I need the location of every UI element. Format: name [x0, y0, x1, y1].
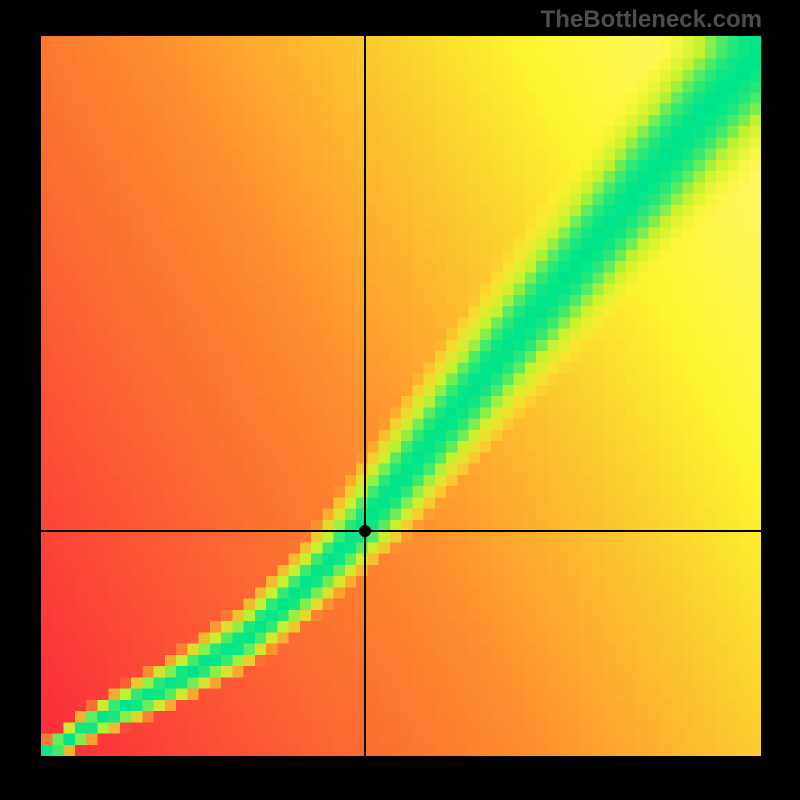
chart-root: TheBottleneck.com — [0, 0, 800, 800]
crosshair-vertical — [364, 36, 366, 756]
crosshair-horizontal — [41, 530, 761, 532]
watermark-text: TheBottleneck.com — [541, 6, 762, 34]
bottleneck-heatmap — [41, 36, 761, 756]
